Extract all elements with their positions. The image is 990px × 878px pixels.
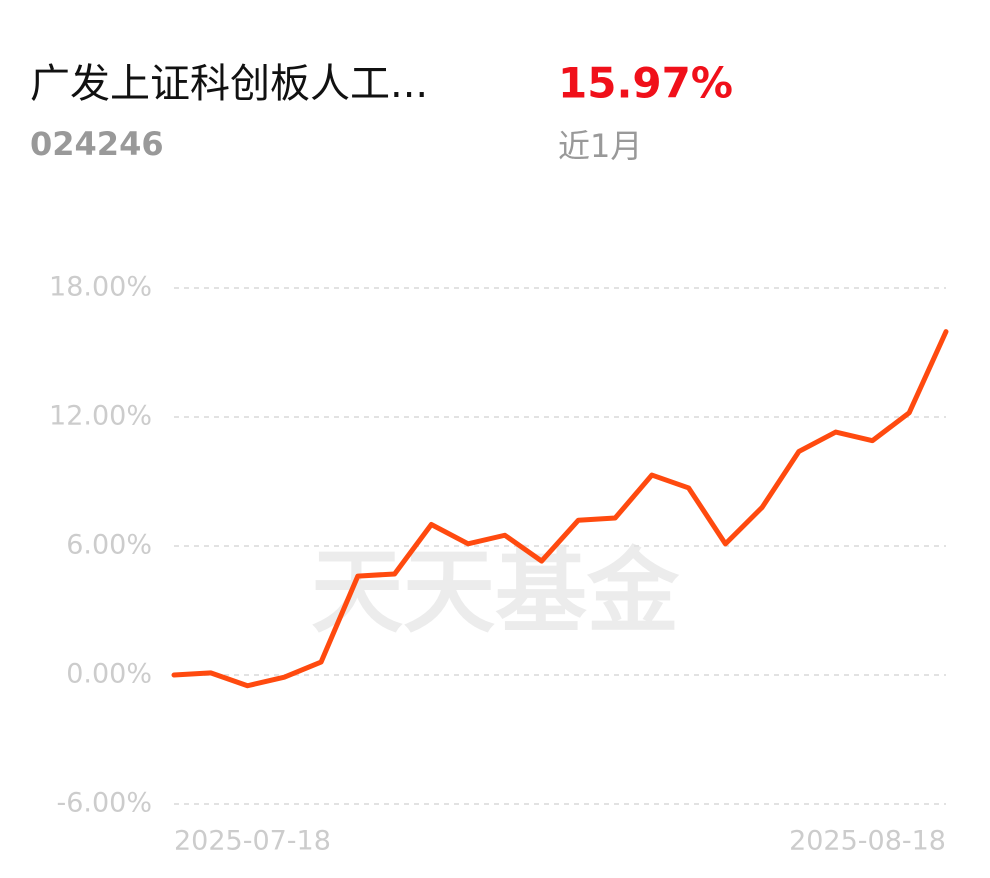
y-tick-label: 18.00% [49,272,152,303]
y-tick-label: 12.00% [49,401,152,432]
period-label: 近1月 [558,127,642,165]
watermark: 天天基金 [311,538,680,646]
y-tick-label: 0.00% [66,659,152,690]
series-line [171,329,949,689]
y-tick-label: 6.00% [66,530,152,561]
fund-return: 15.97% [558,59,733,108]
fund-code: 024246 [30,125,164,163]
x-tick-label: 2025-08-18 [789,826,946,857]
x-tick-label: 2025-07-18 [174,826,331,857]
fund-title: 广发上证科创板人工... [30,61,428,107]
y-tick-label: -6.00% [56,788,152,819]
